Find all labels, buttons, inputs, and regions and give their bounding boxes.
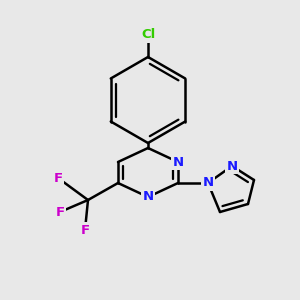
Text: N: N [172, 155, 184, 169]
Text: F: F [53, 172, 63, 184]
Text: F: F [80, 224, 90, 236]
Text: Cl: Cl [141, 28, 155, 41]
Text: F: F [56, 206, 64, 218]
Text: N: N [202, 176, 214, 190]
Text: N: N [142, 190, 154, 203]
Text: N: N [226, 160, 238, 172]
